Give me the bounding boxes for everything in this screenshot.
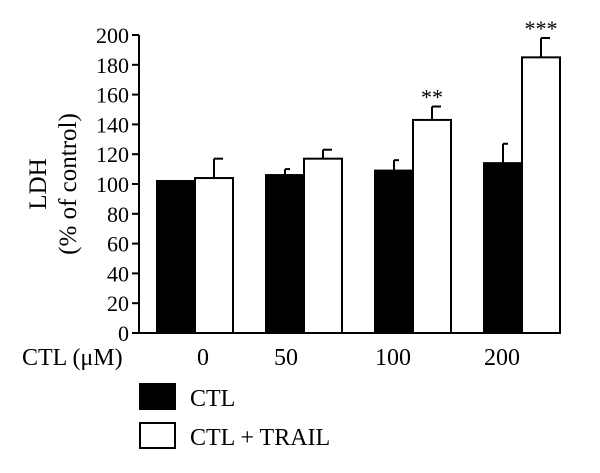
y-tick-label: 120: [96, 142, 129, 167]
y-axis-label-line2: (% of control): [55, 113, 82, 255]
bar-ctl-trail-200: [521, 56, 561, 334]
y-tick-label: 60: [107, 232, 129, 257]
bar-ctl-200: [483, 162, 523, 334]
legend-swatch-ctl: [139, 383, 176, 410]
y-tick-label: 180: [96, 53, 129, 78]
x-tick-label-50: 50: [274, 345, 298, 371]
x-tick-labels: 0 50 100 200: [197, 345, 520, 371]
y-tick-label: 0: [118, 321, 129, 346]
bar-ctl-trail-100: [412, 118, 452, 335]
y-axis-label-line1: LDH: [25, 158, 52, 209]
bar-ctl-0: [156, 180, 196, 334]
legend: CTL CTL + TRAIL: [139, 383, 330, 451]
legend-label-ctl: CTL: [190, 386, 235, 412]
y-tick-label: 160: [96, 83, 129, 108]
x-tick-label-100: 100: [375, 345, 411, 371]
legend-label-ctl-trail: CTL + TRAIL: [190, 425, 330, 451]
y-tick-label: 200: [96, 23, 129, 48]
x-axis-label: CTL (μM): [22, 345, 123, 371]
bar-ctl-100: [374, 169, 414, 334]
bars: *****: [156, 16, 561, 335]
y-tick-label: 80: [107, 202, 129, 227]
bar-ctl-trail-0: [194, 177, 234, 334]
y-tick-label: 100: [96, 172, 129, 197]
x-tick-label-200: 200: [484, 345, 520, 371]
significance-mark: ***: [525, 16, 558, 41]
y-tick-label: 40: [107, 261, 129, 286]
significance-mark: **: [421, 85, 443, 110]
x-tick-label-0: 0: [197, 345, 209, 371]
bar-ctl-trail-50: [303, 157, 343, 334]
legend-swatch-ctl-trail: [139, 422, 176, 449]
y-tick-label: 140: [96, 112, 129, 137]
bar-ctl-50: [265, 174, 305, 334]
y-tick-label: 20: [107, 291, 129, 316]
